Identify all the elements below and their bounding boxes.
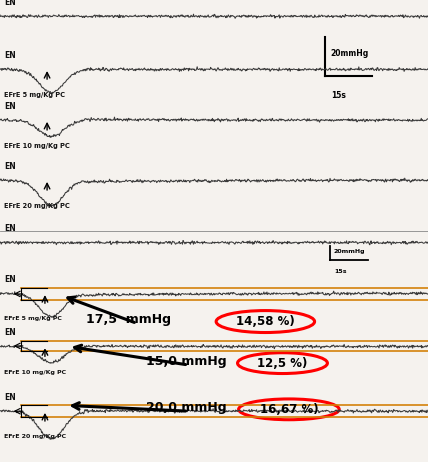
Text: EN: EN	[4, 225, 16, 233]
Text: 20mmHg: 20mmHg	[331, 49, 369, 58]
Text: EN: EN	[4, 102, 16, 111]
Text: EFrE 5 mg/Kg PC: EFrE 5 mg/Kg PC	[4, 92, 65, 98]
Text: 14,58 %): 14,58 %)	[236, 315, 295, 328]
Text: 15,0 mmHg: 15,0 mmHg	[146, 355, 226, 368]
Text: EFrE 10 mg/Kg PC: EFrE 10 mg/Kg PC	[4, 143, 70, 149]
Text: 16,67 %): 16,67 %)	[260, 403, 318, 416]
Text: EN: EN	[4, 51, 16, 60]
Text: 17,5  mmHg: 17,5 mmHg	[86, 313, 171, 327]
Text: EN: EN	[4, 393, 16, 402]
Text: 12,5 %): 12,5 %)	[257, 357, 308, 370]
Text: EFrE 5 mg/Kg PC: EFrE 5 mg/Kg PC	[4, 316, 62, 322]
Text: EN: EN	[4, 162, 16, 171]
Text: EN: EN	[4, 0, 16, 7]
Text: 20,0 mmHg: 20,0 mmHg	[146, 401, 226, 414]
Text: EN: EN	[4, 275, 16, 284]
Text: EN: EN	[4, 328, 16, 337]
Text: 15s: 15s	[331, 91, 346, 100]
Text: EFrE 20 mg/Kg PC: EFrE 20 mg/Kg PC	[4, 203, 70, 209]
Text: EFrE 10 mg/Kg PC: EFrE 10 mg/Kg PC	[4, 370, 66, 375]
Text: 15s: 15s	[334, 269, 346, 274]
Text: EFrE 20 mg/Kg PC: EFrE 20 mg/Kg PC	[4, 434, 66, 439]
Text: 20mmHg: 20mmHg	[334, 249, 366, 254]
